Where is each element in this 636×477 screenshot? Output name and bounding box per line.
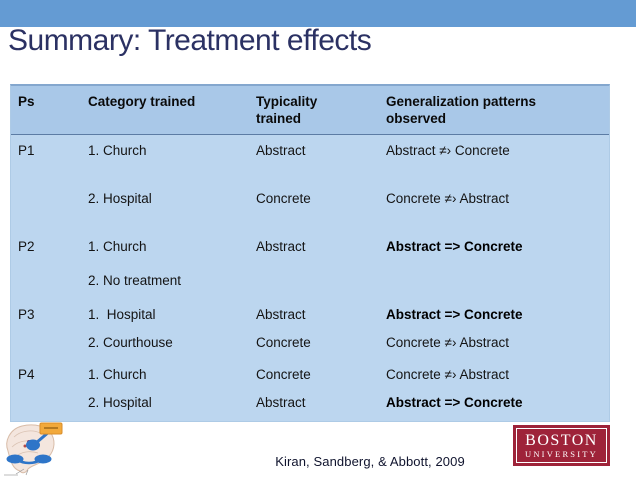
table-row: 2. Hospital Concrete Concrete ≠› Abstrac… <box>11 189 609 209</box>
table-row: P1 1. Church Abstract Abstract ≠› Concre… <box>11 141 609 161</box>
cell-typicality: Abstract <box>256 307 306 322</box>
cell-category: 2. Hospital <box>88 191 152 206</box>
cell-typicality: Concrete <box>256 367 311 382</box>
header-generalization-patterns: Generalization patterns observed <box>386 94 537 126</box>
logo-text-university: UNIVERSITY <box>525 449 598 459</box>
cell-ps <box>18 393 88 413</box>
cell-typicality: Abstract <box>256 239 306 254</box>
cell-category: 1. Church <box>88 143 147 158</box>
cell-ps: P2 <box>18 239 35 254</box>
table-row: P4 1. Church Concrete Concrete ≠› Abstra… <box>11 365 609 385</box>
cell-typicality: Abstract <box>256 143 306 158</box>
cell-ps <box>18 333 88 353</box>
cell-generalization: Concrete ≠› Abstract <box>386 191 509 206</box>
table-row: 2. Hospital Abstract Abstract => Concret… <box>11 393 609 413</box>
cell-category: 1. Hospital <box>88 307 156 322</box>
logo-text-boston: BOSTON <box>525 432 598 449</box>
boston-university-logo-inner: BOSTON UNIVERSITY <box>516 428 607 463</box>
table-row: P3 1. Hospital Abstract Abstract => Conc… <box>11 305 609 325</box>
top-accent-bar <box>0 0 636 27</box>
cell-ps: P4 <box>18 367 35 382</box>
cell-ps <box>18 189 88 209</box>
cell-typicality: Concrete <box>256 191 311 206</box>
brain-diagram-image <box>4 422 63 476</box>
table-row: P2 1. Church Abstract Abstract => Concre… <box>11 237 609 257</box>
cell-typicality: Concrete <box>256 335 311 350</box>
cell-category: 1. Church <box>88 367 147 382</box>
cell-ps: P3 <box>18 307 35 322</box>
cell-generalization: Concrete ≠› Abstract <box>386 367 509 382</box>
treatment-effects-table: Ps Category trained Typicality trained G… <box>10 84 610 422</box>
cell-typicality <box>256 271 386 291</box>
cell-generalization: Abstract => Concrete <box>386 395 523 410</box>
cell-category: 1. Church <box>88 239 147 254</box>
cell-ps <box>18 271 88 291</box>
cell-generalization: Abstract ≠› Concrete <box>386 143 510 158</box>
boston-university-logo: BOSTON UNIVERSITY <box>513 425 610 466</box>
header-ps: Ps <box>18 94 35 109</box>
cell-generalization: Abstract => Concrete <box>386 307 523 322</box>
table-row: 2. Courthouse Concrete Concrete ≠› Abstr… <box>11 333 609 353</box>
cell-generalization <box>386 271 609 291</box>
cell-generalization: Concrete ≠› Abstract <box>386 335 509 350</box>
cell-category: 2. Courthouse <box>88 335 173 350</box>
cell-generalization: Abstract => Concrete <box>386 239 523 254</box>
cell-category: 2. Hospital <box>88 395 152 410</box>
table-row: 2. No treatment <box>11 271 609 291</box>
cell-typicality: Abstract <box>256 395 306 410</box>
table-header-row: Ps Category trained Typicality trained G… <box>11 86 609 135</box>
header-category-trained: Category trained <box>88 94 196 109</box>
header-typicality-trained: Typicality trained <box>256 94 318 126</box>
slide-title: Summary: Treatment effects <box>8 24 372 57</box>
citation-text: Kiran, Sandberg, & Abbott, 2009 <box>275 454 465 469</box>
cell-category: 2. No treatment <box>88 273 182 288</box>
cell-ps: P1 <box>18 143 35 158</box>
